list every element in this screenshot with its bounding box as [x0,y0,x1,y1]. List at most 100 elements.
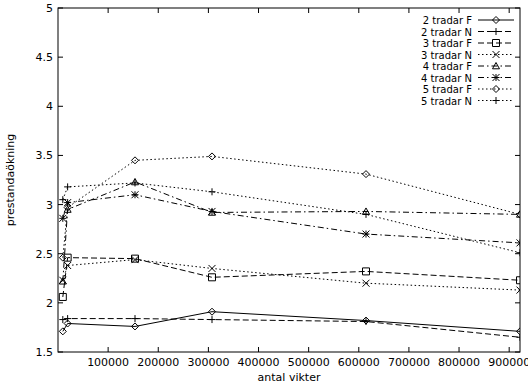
series-line [63,319,520,338]
y-tick [515,57,520,58]
legend-line [478,20,514,21]
plot-marks [59,153,520,341]
point [132,191,139,198]
series-line [63,258,520,297]
point [132,157,139,164]
point [363,211,370,218]
x-tick-label: 800000 [438,356,480,369]
x-tick [258,8,259,13]
point [132,256,139,263]
x-axis-label: antal vikter [258,371,321,384]
y-tick [58,57,63,58]
point [363,231,370,238]
point [517,277,521,284]
x-tick [459,8,460,13]
point [363,318,370,325]
point [363,171,370,178]
y-tick [58,204,63,205]
y-tick [58,106,63,107]
point [59,278,66,284]
legend-marker [493,63,500,69]
legend-line [478,89,514,90]
x-tick-label: 300000 [187,356,229,369]
series-line [63,195,520,243]
legend-label: 2 tradar F [423,15,472,26]
point [209,208,216,215]
point [132,323,139,330]
x-tick [158,347,159,352]
series-line [63,183,520,253]
x-tick [258,347,259,352]
point [132,315,139,322]
y-tick-label: 5 [46,2,53,15]
chart: 1.522.533.544.55100000200000300000400000… [0,0,528,386]
legend-marker [493,17,500,24]
x-tick [208,8,209,13]
x-tick [308,8,309,13]
x-tick-label: 500000 [288,356,330,369]
y-axis-label: prestandaökning [4,134,17,227]
point [59,328,66,335]
legend-label: 5 tradar N [421,96,472,107]
point [209,153,216,160]
x-tick-label: 600000 [338,356,380,369]
legend-marker [493,74,500,81]
legend-label: 3 tradar N [421,50,472,61]
x-tick [158,8,159,13]
legend-marker [493,51,500,58]
y-tick-label: 4.5 [36,51,54,64]
series-line [63,312,520,332]
series-line [63,156,520,257]
y-tick [515,106,520,107]
legend-marker [493,97,500,104]
point [64,262,71,269]
x-tick [358,347,359,352]
legend-marker [493,40,500,47]
point [363,280,370,287]
legend-label: 3 tradar F [423,38,472,49]
point [59,254,66,261]
point [64,315,71,322]
point [517,211,521,217]
point [209,274,216,281]
x-tick [459,347,460,352]
point [132,179,139,186]
x-tick [358,8,359,13]
x-tick [308,347,309,352]
point [209,316,216,323]
y-tick [58,8,63,9]
legend-label: 2 tradar N [421,27,472,38]
point [363,317,370,324]
x-tick [208,347,209,352]
point [64,204,71,211]
point [517,328,521,335]
point [64,183,71,190]
legend: 2 tradar F2 tradar N3 tradar F3 tradar N… [421,15,514,107]
x-tick [108,347,109,352]
y-tick-label: 4 [46,100,53,113]
x-tick [408,347,409,352]
y-tick-label: 2 [46,297,53,310]
y-tick-label: 3 [46,199,53,212]
point [517,239,521,246]
y-tick [515,352,520,353]
point [59,316,66,323]
x-tick [408,8,409,13]
point [59,293,66,300]
y-tick-label: 1.5 [36,346,54,359]
x-tick-label: 900000 [488,356,528,369]
y-tick [58,155,63,156]
series-line [63,260,520,290]
x-tick-label: 100000 [87,356,129,369]
point [363,268,370,275]
legend-marker [493,28,500,35]
y-tick [58,352,63,353]
point [59,215,66,222]
y-tick-label: 3.5 [36,149,54,162]
x-tick-label: 700000 [388,356,430,369]
legend-label: 4 tradar F [423,61,472,72]
legend-line [478,43,514,44]
point [209,188,216,195]
point [209,265,216,272]
point [209,308,216,315]
